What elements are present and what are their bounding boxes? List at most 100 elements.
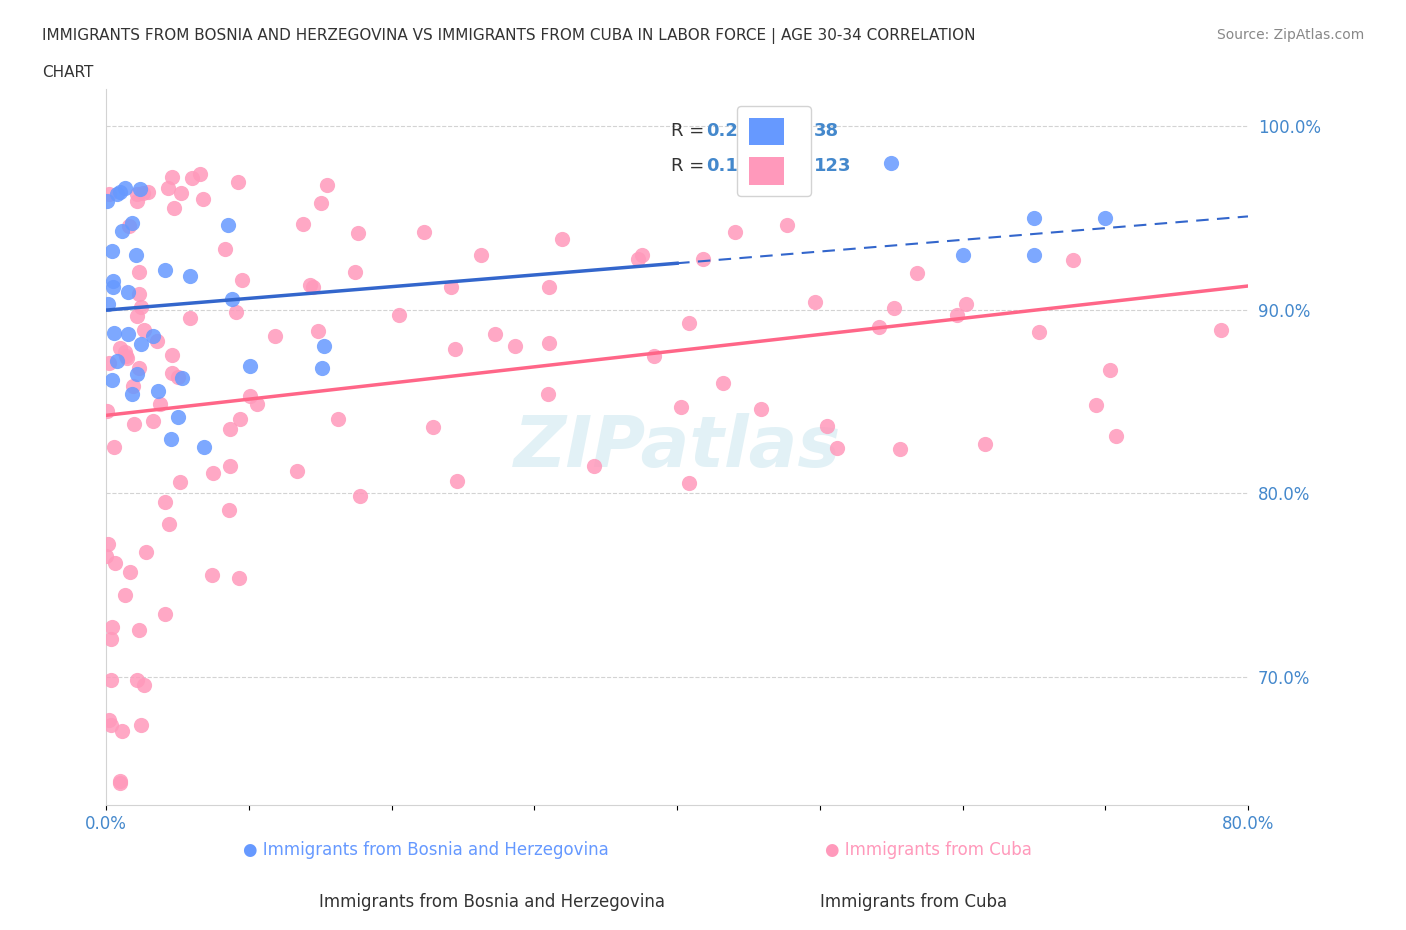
Point — [347, 226, 370, 241]
Point — [114, 345, 136, 360]
Point — [97, 537, 120, 551]
Point — [160, 348, 183, 363]
Point — [191, 192, 214, 206]
Text: ● Immigrants from Cuba: ● Immigrants from Cuba — [825, 841, 1032, 859]
Point — [159, 432, 181, 446]
Point — [96, 193, 118, 208]
Point — [1062, 253, 1084, 268]
Point — [127, 673, 149, 688]
Point — [97, 297, 120, 312]
Point — [952, 247, 974, 262]
Point — [142, 328, 165, 343]
Point — [669, 400, 692, 415]
Point — [883, 300, 905, 315]
Point — [157, 516, 180, 531]
Point — [503, 339, 526, 353]
Point — [114, 588, 136, 603]
Point — [803, 295, 825, 310]
Point — [179, 311, 201, 325]
Point — [201, 567, 224, 582]
Point — [115, 349, 138, 364]
Point — [827, 440, 849, 455]
Point — [98, 187, 121, 202]
Point — [440, 280, 463, 295]
Point — [170, 186, 193, 201]
Point — [776, 218, 799, 232]
Text: 0.255: 0.255 — [706, 122, 762, 140]
Point — [121, 386, 143, 401]
Point — [239, 358, 262, 373]
Point — [214, 242, 236, 257]
Text: ZIPatlas: ZIPatlas — [513, 413, 841, 482]
Point — [413, 225, 436, 240]
Point — [101, 372, 124, 387]
Point — [444, 341, 467, 356]
Point — [120, 565, 142, 579]
Point — [132, 186, 155, 201]
Point — [946, 308, 969, 323]
Point — [246, 397, 269, 412]
Point — [231, 272, 253, 287]
Point — [221, 291, 243, 306]
Point — [98, 355, 121, 370]
Point — [125, 187, 148, 202]
Point — [880, 155, 903, 170]
Point — [302, 279, 325, 294]
Text: R =: R = — [672, 122, 710, 140]
Point — [103, 439, 125, 454]
Point — [153, 263, 176, 278]
Point — [101, 244, 124, 259]
Point — [226, 175, 249, 190]
Point — [117, 350, 139, 365]
Point — [108, 776, 131, 790]
Point — [422, 419, 444, 434]
Point — [218, 421, 240, 436]
Point — [127, 193, 149, 208]
Point — [724, 224, 747, 239]
Point — [583, 458, 606, 473]
Point — [218, 503, 240, 518]
Point — [537, 336, 560, 351]
Point — [153, 495, 176, 510]
Point — [201, 466, 224, 481]
Text: 0.173: 0.173 — [706, 157, 762, 176]
Point — [117, 285, 139, 299]
Text: CHART: CHART — [42, 65, 94, 80]
Point — [309, 196, 332, 211]
Point — [146, 383, 169, 398]
Point — [470, 247, 492, 262]
Point — [193, 440, 215, 455]
Point — [1094, 210, 1116, 225]
Point — [110, 724, 132, 738]
Point — [122, 379, 145, 393]
Point — [180, 171, 202, 186]
Point — [1022, 210, 1045, 225]
Point — [711, 376, 734, 391]
Point — [101, 273, 124, 288]
Point — [749, 402, 772, 417]
Point — [129, 718, 152, 733]
Point — [135, 545, 157, 560]
Point — [169, 474, 191, 489]
Point — [228, 411, 250, 426]
Point — [166, 409, 188, 424]
Point — [349, 488, 371, 503]
Text: 123: 123 — [814, 157, 852, 176]
Point — [105, 353, 128, 368]
Point — [110, 773, 132, 788]
Point — [868, 320, 890, 335]
Point — [627, 251, 650, 266]
Point — [1104, 429, 1126, 444]
Point — [631, 248, 654, 263]
Point — [974, 437, 997, 452]
Point — [122, 417, 145, 432]
Point — [125, 309, 148, 324]
Point — [96, 404, 118, 418]
Point — [160, 169, 183, 184]
Point — [127, 367, 149, 382]
Point — [1022, 247, 1045, 262]
Point — [125, 248, 148, 263]
Point — [217, 218, 239, 232]
Point — [446, 473, 468, 488]
Point — [551, 231, 574, 246]
